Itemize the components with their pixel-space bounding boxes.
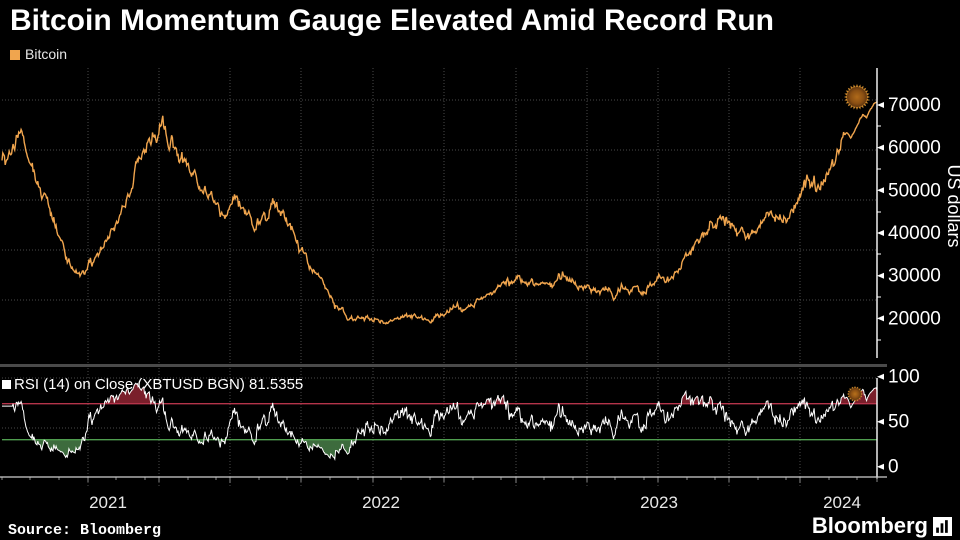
svg-text:0: 0 — [888, 457, 899, 478]
svg-text:20000: 20000 — [888, 308, 941, 329]
svg-text:2024: 2024 — [823, 493, 861, 512]
svg-text:RSI (14) on Close (XBTUSD BGN: RSI (14) on Close (XBTUSD BGN) 81.5355 — [14, 376, 303, 393]
svg-text:70000: 70000 — [888, 95, 941, 116]
svg-text:30000: 30000 — [888, 266, 941, 287]
svg-text:50000: 50000 — [888, 180, 941, 201]
svg-text:2022: 2022 — [362, 493, 400, 512]
svg-text:US dollars: US dollars — [944, 164, 960, 247]
svg-text:100: 100 — [888, 367, 920, 388]
svg-text:2021: 2021 — [89, 493, 127, 512]
svg-text:2023: 2023 — [640, 493, 678, 512]
svg-text:40000: 40000 — [888, 223, 941, 244]
svg-text:50: 50 — [888, 412, 909, 433]
svg-text:60000: 60000 — [888, 138, 941, 159]
